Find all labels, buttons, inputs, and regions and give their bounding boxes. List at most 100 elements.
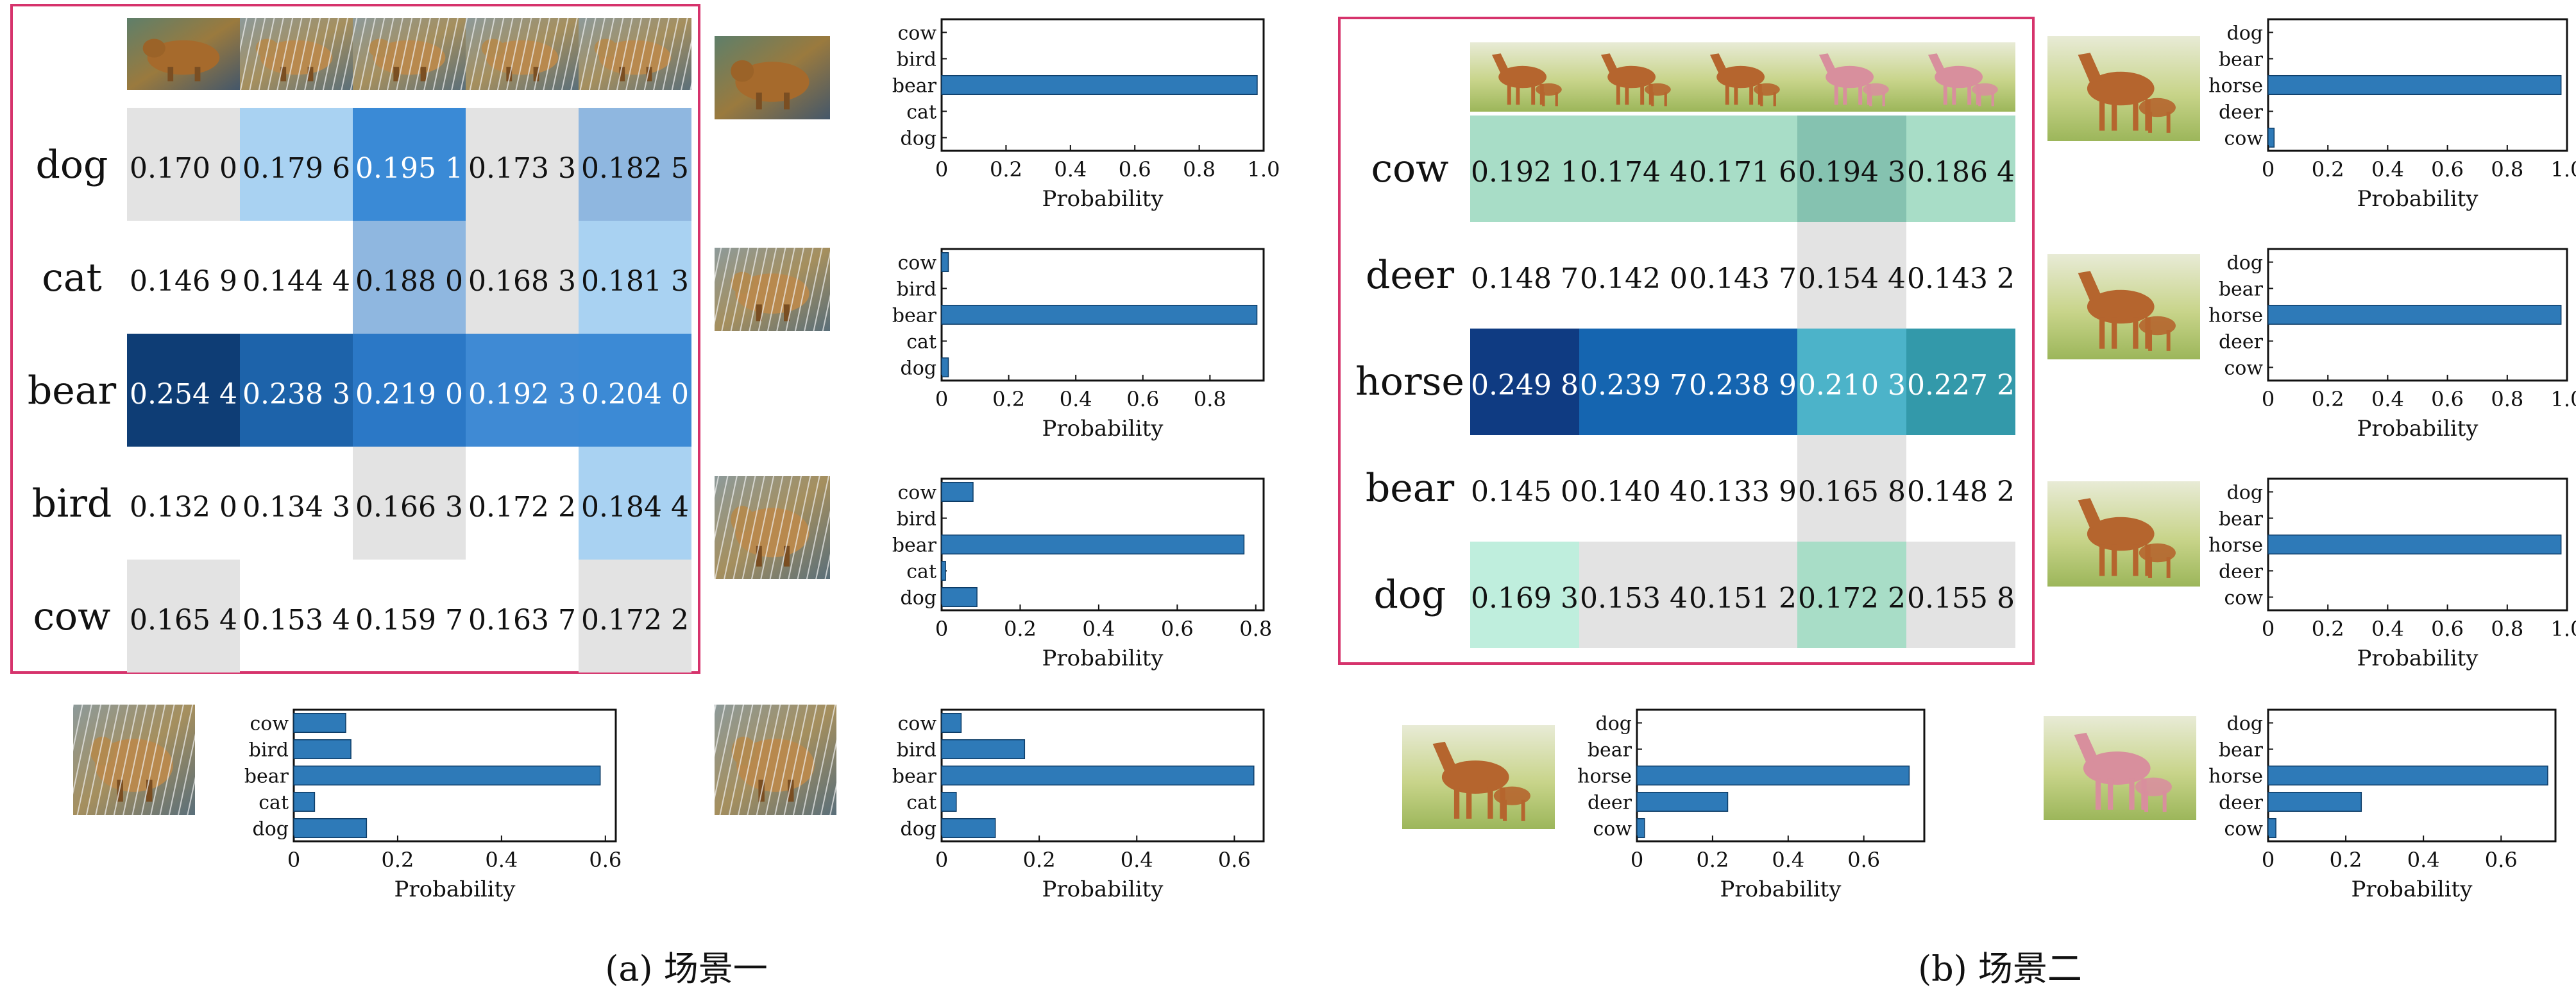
- x-axis-label: Probability: [1042, 877, 1164, 902]
- cell-highlight: [353, 221, 466, 334]
- x-tick-label: 0: [2262, 848, 2275, 872]
- x-axis-label: Probability: [1042, 646, 1164, 671]
- x-tick-label: 0.2: [990, 157, 1022, 182]
- bar: [941, 357, 949, 378]
- category-label: bear: [2219, 279, 2264, 301]
- category-label: cow: [897, 22, 936, 45]
- category-label: dog: [2227, 713, 2263, 735]
- bar: [2267, 791, 2362, 812]
- bar: [293, 739, 352, 760]
- x-tick-label: 0: [2262, 157, 2275, 182]
- category-label: cow: [897, 713, 936, 735]
- x-tick-label: 0.4: [2407, 848, 2440, 872]
- x-tick-label: 0.8: [2491, 157, 2523, 182]
- x-tick-label: 1.0: [2551, 617, 2576, 641]
- header-thumbnail: [1688, 42, 1797, 112]
- bar: [293, 818, 368, 839]
- x-tick-label: 0.2: [1696, 848, 1729, 872]
- cell-shade: [1688, 542, 1797, 648]
- cell-shade: [466, 108, 579, 334]
- row-label: horse: [1355, 359, 1464, 404]
- header-thumbnail: [127, 18, 240, 90]
- x-tick-label: 0.6: [2431, 387, 2464, 411]
- cell-shade: [579, 560, 691, 673]
- row-label: dog: [36, 142, 108, 187]
- bar: [941, 74, 1258, 96]
- x-tick-label: 1.0: [2551, 157, 2576, 182]
- table-cell-value: 0.184 4: [581, 491, 689, 524]
- cell-highlight: [579, 221, 691, 334]
- x-tick-label: 0.6: [1847, 848, 1880, 872]
- x-tick-label: 0.6: [1119, 157, 1151, 182]
- category-label: dog: [1596, 713, 1632, 735]
- row-label: bear: [1366, 466, 1455, 511]
- header-thumbnail: [1797, 42, 1906, 112]
- category-label: deer: [1588, 792, 1632, 814]
- table-cell-value: 0.179 6: [242, 152, 350, 185]
- panel-a: dog 0.170 0 0.179 6 0.195 1 0.173 3 0.182 5 ca…: [10, 4, 700, 674]
- category-label: cat: [906, 101, 936, 124]
- row-label: deer: [1366, 253, 1454, 298]
- x-tick-label: 0.2: [2312, 387, 2344, 411]
- bar-chart-10: cow deer horse bear dog 0 0.2 0.4 0.6 Probability: [2044, 708, 2557, 902]
- table-cell-value: 0.140 4: [1580, 476, 1688, 508]
- bar: [1636, 818, 1645, 839]
- x-tick-label: 0: [2262, 617, 2275, 641]
- bar: [2267, 818, 2276, 839]
- header-thumbnail: [1579, 42, 1688, 112]
- x-tick-label: 0.4: [2371, 617, 2404, 641]
- category-label: bear: [244, 766, 289, 788]
- bar-chart-7: cow deer horse bear dog 0 0.2 0.4 0.6 0.8 1.0 Proba…: [2047, 248, 2576, 441]
- category-label: bear: [892, 535, 937, 557]
- bar-chart-5: dog cat bear bird cow 0 0.2 0.4 0.6 Probability: [715, 705, 1265, 902]
- bar: [941, 534, 1245, 555]
- x-tick-label: 0: [2262, 387, 2275, 411]
- bar: [941, 765, 1255, 786]
- category-label: cow: [897, 482, 936, 504]
- bar: [2267, 765, 2548, 786]
- x-tick-label: 0.4: [1082, 617, 1115, 641]
- sample-thumbnail: [715, 705, 836, 815]
- category-label: deer: [2219, 331, 2264, 354]
- cell-highlight: [127, 334, 240, 447]
- table-cell-value: 0.171 6: [1689, 156, 1797, 189]
- bar: [2267, 304, 2562, 325]
- sample-thumbnail: [2047, 36, 2200, 141]
- category-label: dog: [2227, 252, 2263, 275]
- table-cell-value: 0.172 2: [581, 604, 689, 637]
- caption-b: (b) 场景二: [1918, 948, 2082, 989]
- cell-highlight: [466, 334, 579, 447]
- table-cell-value: 0.238 9: [1689, 369, 1797, 402]
- x-tick-label: 0.6: [1161, 617, 1194, 641]
- x-tick-label: 0: [287, 848, 300, 872]
- table-cell-value: 0.153 4: [242, 604, 350, 637]
- bar: [2267, 74, 2562, 96]
- x-tick-label: 0: [1631, 848, 1643, 872]
- bar-chart-6: cow deer horse bear dog 0 0.2 0.4 0.6 0.8 1.0 Proba…: [2047, 18, 2576, 212]
- cell-shade: [127, 560, 240, 673]
- table-cell-value: 0.165 8: [1798, 476, 1906, 508]
- x-axis-label: Probability: [2357, 646, 2479, 671]
- category-label: cow: [2224, 128, 2263, 150]
- table-cell-value: 0.249 8: [1471, 369, 1579, 402]
- table-cell-value: 0.159 7: [355, 604, 463, 637]
- table-cell-value: 0.132 0: [130, 491, 237, 524]
- cell-shade: [1579, 542, 1688, 648]
- sample-thumbnail: [2044, 716, 2196, 820]
- table-cell-value: 0.238 3: [242, 378, 350, 411]
- x-tick-label: 0.2: [1023, 848, 1056, 872]
- sample-thumbnail: [2047, 481, 2200, 587]
- x-tick-label: 0.8: [1183, 157, 1216, 182]
- x-tick-label: 0: [935, 387, 948, 411]
- x-tick-label: 1.0: [2551, 387, 2576, 411]
- x-tick-label: 0.4: [2371, 387, 2404, 411]
- category-label: cat: [906, 331, 936, 354]
- category-label: cat: [258, 792, 289, 814]
- bar: [941, 252, 949, 273]
- x-tick-label: 0: [935, 157, 948, 182]
- category-label: dog: [2227, 482, 2263, 504]
- sample-thumbnail: [715, 248, 830, 331]
- x-axis-label: Probability: [1042, 186, 1164, 212]
- x-tick-label: 0.4: [1772, 848, 1804, 872]
